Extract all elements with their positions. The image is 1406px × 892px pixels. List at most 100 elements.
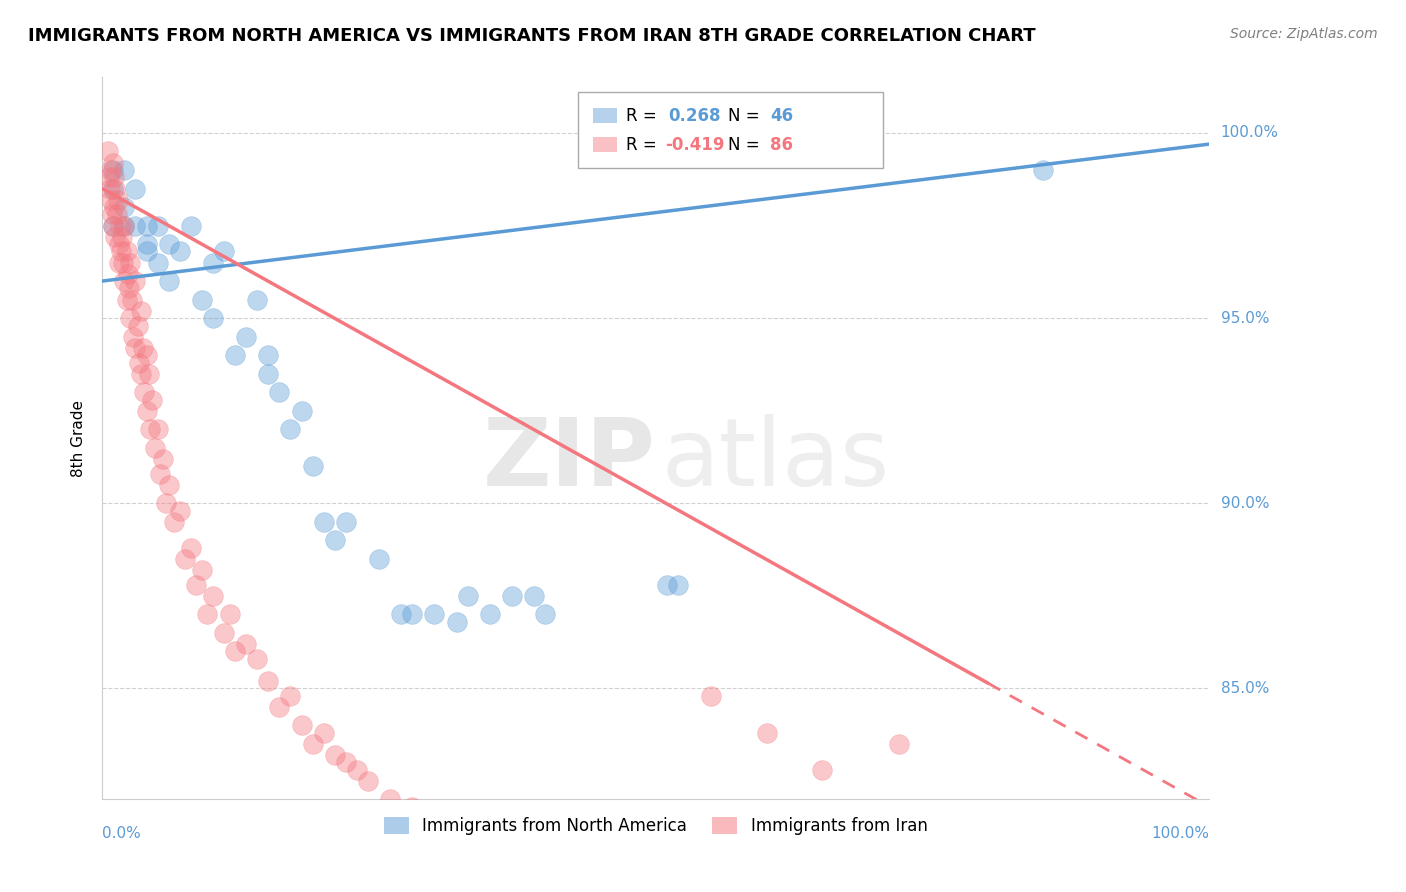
Point xyxy=(478,837,501,851)
Point xyxy=(127,318,149,333)
Point xyxy=(301,737,323,751)
Point xyxy=(357,773,380,788)
Point xyxy=(257,673,280,688)
Point xyxy=(118,255,141,269)
Point xyxy=(191,293,214,307)
Point xyxy=(115,293,138,307)
Point xyxy=(98,181,121,195)
Point xyxy=(157,237,180,252)
Point xyxy=(534,607,557,622)
Point xyxy=(269,385,291,400)
Point xyxy=(224,348,246,362)
Point xyxy=(218,607,240,622)
Point xyxy=(512,847,534,862)
FancyBboxPatch shape xyxy=(593,137,617,152)
Text: 85.0%: 85.0% xyxy=(1220,681,1268,696)
Point xyxy=(103,181,125,195)
Point xyxy=(323,533,346,548)
Text: 90.0%: 90.0% xyxy=(1220,496,1270,511)
Point xyxy=(100,163,122,178)
Text: IMMIGRANTS FROM NORTH AMERICA VS IMMIGRANTS FROM IRAN 8TH GRADE CORRELATION CHAR: IMMIGRANTS FROM NORTH AMERICA VS IMMIGRA… xyxy=(28,27,1036,45)
Point xyxy=(103,219,125,233)
Point xyxy=(811,763,834,777)
Point xyxy=(323,747,346,762)
Point xyxy=(103,200,125,214)
Point xyxy=(135,403,157,417)
Point xyxy=(135,348,157,362)
Text: Source: ZipAtlas.com: Source: ZipAtlas.com xyxy=(1230,27,1378,41)
Point xyxy=(129,303,152,318)
Point xyxy=(112,274,135,288)
Point xyxy=(212,244,235,259)
Point xyxy=(104,181,127,195)
Point xyxy=(169,503,191,517)
Legend: Immigrants from North America, Immigrants from Iran: Immigrants from North America, Immigrant… xyxy=(377,810,934,842)
Text: 46: 46 xyxy=(770,107,793,125)
Point xyxy=(146,219,169,233)
Point xyxy=(889,737,911,751)
Point xyxy=(163,515,186,529)
Point xyxy=(115,244,138,259)
Point xyxy=(111,229,134,244)
Point xyxy=(280,422,302,436)
Point xyxy=(112,219,135,233)
Point xyxy=(201,311,224,326)
Point xyxy=(446,615,468,629)
Point xyxy=(157,477,180,491)
Point xyxy=(117,267,139,281)
Point xyxy=(523,589,546,603)
Point xyxy=(246,293,269,307)
Point xyxy=(1032,163,1054,178)
Point xyxy=(141,392,163,407)
Point xyxy=(201,255,224,269)
Point xyxy=(121,293,143,307)
Point xyxy=(224,644,246,658)
Point xyxy=(118,281,141,295)
Point xyxy=(112,255,135,269)
Point xyxy=(107,193,129,207)
Point xyxy=(235,329,257,343)
Point xyxy=(246,651,269,665)
Point xyxy=(290,403,312,417)
Point xyxy=(101,207,124,221)
Point xyxy=(197,607,219,622)
Text: 0.0%: 0.0% xyxy=(103,826,141,841)
Text: R =: R = xyxy=(626,107,662,125)
Point xyxy=(146,422,169,436)
Point xyxy=(134,385,156,400)
Point xyxy=(132,341,155,355)
Point xyxy=(110,244,132,259)
Point xyxy=(103,170,125,185)
Point xyxy=(128,355,150,369)
Point xyxy=(423,607,446,622)
Text: N =: N = xyxy=(728,107,765,125)
Point xyxy=(112,163,135,178)
Point xyxy=(108,255,131,269)
Point xyxy=(700,689,723,703)
Point xyxy=(212,625,235,640)
Point xyxy=(143,441,166,455)
Text: 95.0%: 95.0% xyxy=(1220,310,1270,326)
Point xyxy=(135,244,157,259)
Point xyxy=(129,367,152,381)
Point xyxy=(180,541,202,555)
Point xyxy=(478,607,501,622)
Point xyxy=(174,551,197,566)
Point xyxy=(108,219,131,233)
Y-axis label: 8th Grade: 8th Grade xyxy=(72,400,86,477)
Point xyxy=(755,726,778,740)
Text: -0.419: -0.419 xyxy=(665,136,724,153)
Point xyxy=(290,718,312,732)
FancyBboxPatch shape xyxy=(593,109,617,123)
Point xyxy=(138,367,160,381)
Point xyxy=(118,311,141,326)
Point xyxy=(301,459,323,474)
Text: atlas: atlas xyxy=(661,414,890,506)
Text: R =: R = xyxy=(626,136,662,153)
Point xyxy=(191,563,214,577)
Point xyxy=(269,699,291,714)
Point xyxy=(335,515,357,529)
Point xyxy=(368,551,391,566)
Point xyxy=(501,589,523,603)
Point xyxy=(335,756,357,770)
